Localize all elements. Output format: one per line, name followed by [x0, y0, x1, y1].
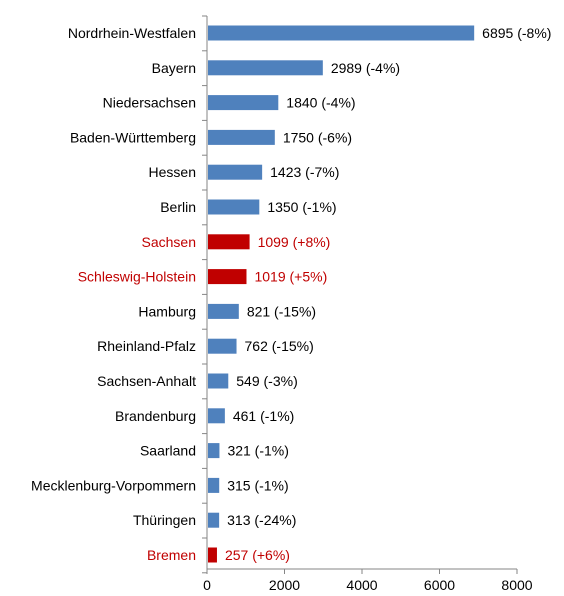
x-tick-label-4: 8000 — [501, 577, 532, 593]
data-label-13: 315 (-1%) — [227, 477, 288, 493]
category-label-14: Thüringen — [133, 512, 196, 528]
bar-4 — [208, 164, 263, 180]
x-tick-label-0: 0 — [203, 577, 211, 593]
data-label-10: 549 (-3%) — [236, 373, 297, 389]
category-label-12: Saarland — [140, 443, 196, 459]
data-label-6: 1099 (+8%) — [258, 234, 331, 250]
data-label-4: 1423 (-7%) — [270, 164, 339, 180]
bar-5 — [208, 199, 260, 215]
bar-12 — [208, 443, 220, 459]
data-label-8: 821 (-15%) — [247, 303, 316, 319]
x-tick-label-2: 4000 — [346, 577, 377, 593]
bar-13 — [208, 477, 220, 493]
category-label-4: Hessen — [149, 164, 196, 180]
bar-15 — [208, 547, 217, 563]
bar-1 — [208, 60, 323, 76]
data-label-9: 762 (-15%) — [245, 338, 314, 354]
category-label-6: Sachsen — [142, 234, 196, 250]
bar-7 — [208, 269, 247, 285]
x-tick-label-1: 2000 — [269, 577, 300, 593]
data-label-0: 6895 (-8%) — [482, 25, 551, 41]
category-label-7: Schleswig-Holstein — [78, 269, 196, 285]
data-label-15: 257 (+6%) — [225, 547, 290, 563]
x-tick-label-3: 6000 — [424, 577, 455, 593]
bar-0 — [208, 25, 475, 41]
category-label-0: Nordrhein-Westfalen — [68, 25, 196, 41]
data-label-3: 1750 (-6%) — [283, 129, 352, 145]
data-label-12: 321 (-1%) — [227, 443, 288, 459]
category-label-2: Niedersachsen — [103, 95, 196, 111]
category-label-1: Bayern — [152, 60, 196, 76]
category-label-9: Rheinland-Pfalz — [97, 338, 196, 354]
data-label-11: 461 (-1%) — [233, 408, 294, 424]
category-label-11: Brandenburg — [115, 408, 196, 424]
category-label-10: Sachsen-Anhalt — [97, 373, 196, 389]
category-label-13: Mecklenburg-Vorpommern — [31, 477, 196, 493]
data-label-2: 1840 (-4%) — [286, 95, 355, 111]
category-label-8: Hamburg — [138, 303, 196, 319]
data-label-14: 313 (-24%) — [227, 512, 296, 528]
category-label-3: Baden-Württemberg — [70, 129, 196, 145]
data-label-7: 1019 (+5%) — [254, 269, 327, 285]
category-label-5: Berlin — [160, 199, 196, 215]
bar-8 — [208, 303, 239, 319]
data-label-1: 2989 (-4%) — [331, 60, 400, 76]
bar-9 — [208, 338, 237, 354]
bar-14 — [208, 512, 220, 528]
data-label-5: 1350 (-1%) — [267, 199, 336, 215]
bar-6 — [208, 234, 250, 250]
category-label-15: Bremen — [147, 547, 196, 563]
bar-2 — [208, 95, 279, 111]
bar-10 — [208, 373, 229, 389]
bar-11 — [208, 408, 225, 424]
bar-3 — [208, 129, 275, 145]
